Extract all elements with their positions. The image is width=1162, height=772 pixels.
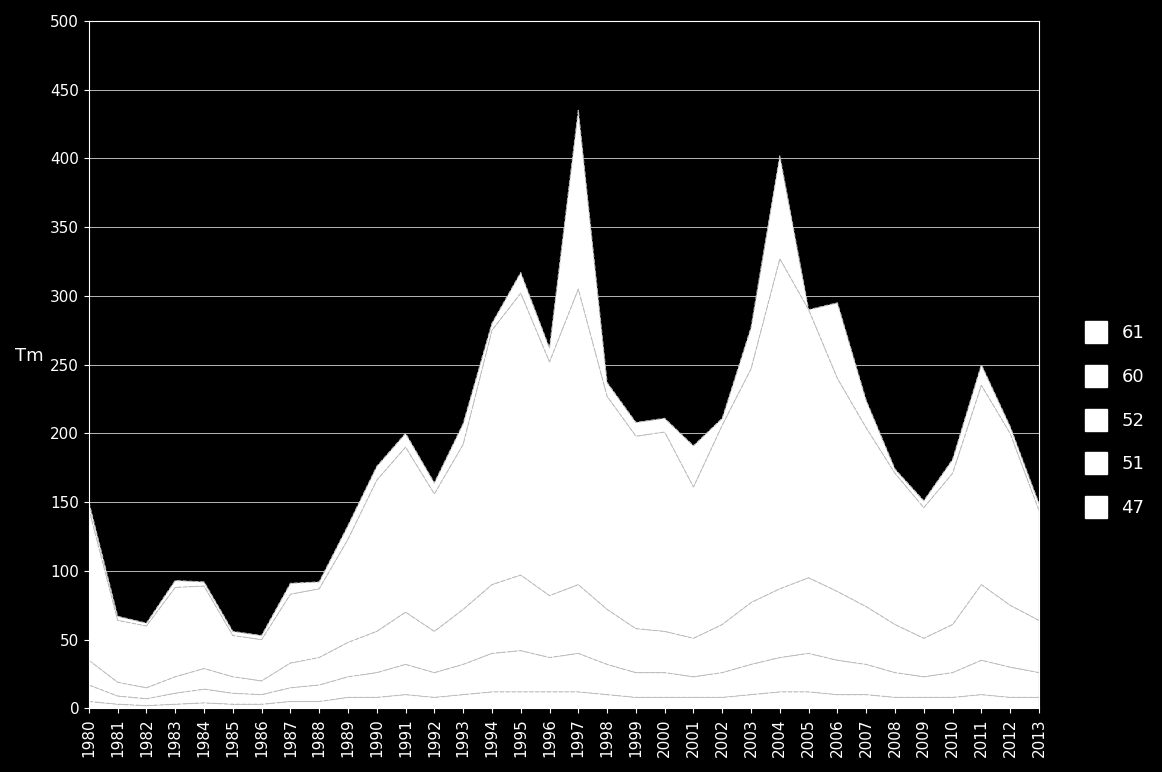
Y-axis label: Tm: Tm bbox=[15, 347, 44, 364]
Legend: 61, 60, 52, 51, 47: 61, 60, 52, 51, 47 bbox=[1076, 312, 1154, 527]
